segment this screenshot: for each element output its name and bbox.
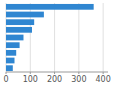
tick-label: 200 xyxy=(47,75,62,84)
tick-label: 0 xyxy=(3,75,8,84)
tick-mark xyxy=(30,72,31,74)
tick-label: 400 xyxy=(96,75,111,84)
tick-mark xyxy=(78,72,79,74)
bar xyxy=(6,19,34,25)
chart: 0 100 200 300 400 xyxy=(0,0,115,86)
bar xyxy=(6,27,32,33)
grid-line xyxy=(78,3,79,72)
bar xyxy=(6,58,15,64)
tick-mark xyxy=(6,72,7,74)
bar xyxy=(6,50,16,56)
tick-mark xyxy=(54,72,55,74)
bar xyxy=(6,65,13,71)
x-axis-line xyxy=(6,72,108,73)
bar xyxy=(6,4,94,10)
tick-label: 100 xyxy=(23,75,38,84)
bars xyxy=(6,4,94,71)
tick-label: 300 xyxy=(71,75,86,84)
bar xyxy=(6,42,20,48)
grid-line xyxy=(54,3,55,72)
grid-line xyxy=(103,3,104,72)
tick-mark xyxy=(103,72,104,74)
bar xyxy=(6,35,23,41)
bar xyxy=(6,12,44,18)
